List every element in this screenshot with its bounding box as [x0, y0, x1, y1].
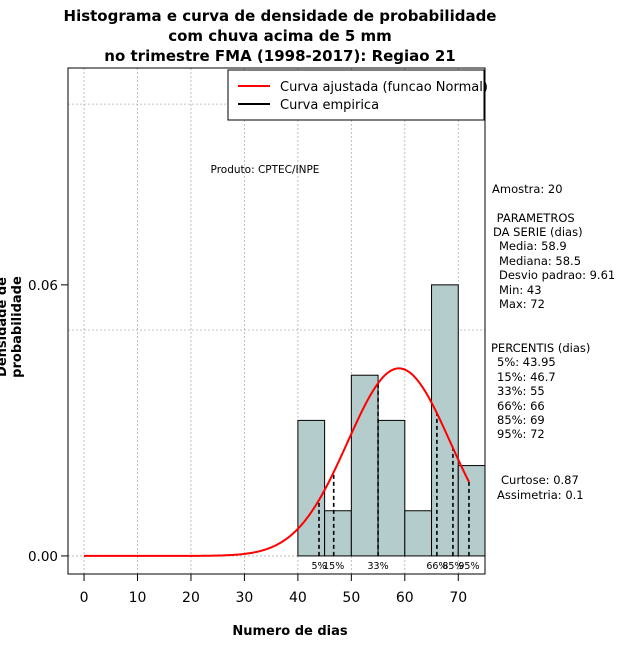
stat-p85: 85%: 69 [497, 413, 545, 427]
chart-title-line-1: Histograma e curva de densidade de proba… [63, 7, 497, 25]
percentile-label-1: 15% [323, 561, 344, 572]
legend-box: Curva ajustada (funcao Normal) Curva emp… [227, 69, 488, 121]
y-axis: 0.00 0.06 [28, 278, 69, 565]
normal-fit-curve [84, 367, 470, 557]
histogram-bar-6 [457, 465, 486, 557]
stat-amostra: Amostra: 20 [492, 182, 563, 196]
histogram-bars [297, 284, 486, 557]
x-axis-label: Numero de dias [232, 624, 348, 639]
percentile-label-3: 66% [426, 561, 447, 572]
stat-media: Media: 58.9 [499, 239, 567, 253]
stat-p33: 33%: 55 [497, 384, 545, 398]
x-tick-label-7: 70 [449, 590, 467, 606]
grid-lines [68, 68, 485, 574]
x-tick-label-0: 0 [80, 590, 89, 606]
stat-parametros-sub: DA SERIE (dias) [493, 225, 583, 239]
stat-p5: 5%: 43.95 [497, 355, 556, 369]
percentile-label-2: 33% [368, 561, 389, 572]
stat-p66: 66%: 66 [497, 399, 545, 413]
histogram-bar-0 [297, 419, 326, 557]
x-tick-label-4: 40 [289, 590, 307, 606]
x-tick-label-3: 30 [236, 590, 254, 606]
percentile-lines [318, 383, 470, 556]
stat-max: Max: 72 [499, 297, 545, 311]
stat-curtose: Curtose: 0.87 [501, 473, 579, 487]
product-annotation: Produto: CPTEC/INPE [211, 164, 320, 176]
stat-parametros-title: PARAMETROS [493, 211, 575, 225]
stat-percentis-title: PERCENTIS (dias) [491, 341, 591, 355]
stat-mediana: Mediana: 58.5 [499, 254, 582, 268]
histogram-bar-5 [431, 284, 459, 557]
y-tick-label-1: 0.06 [28, 278, 58, 294]
stat-assimetria: Assimetria: 0.1 [497, 488, 584, 502]
legend-label-fit: Curva ajustada (funcao Normal) [280, 80, 488, 95]
stat-min: Min: 43 [499, 283, 542, 297]
x-axis: 0 10 20 30 40 50 60 70 [80, 573, 467, 606]
percentile-label-5: 95% [458, 561, 479, 572]
y-tick-label-0: 0.00 [28, 549, 58, 565]
percentile-label-0: 5% [311, 561, 326, 572]
percentile-label-4: 85% [442, 561, 463, 572]
histogram-bar-2 [350, 374, 379, 557]
y-axis-label: Densidade de probabilidade [0, 276, 25, 378]
x-tick-label-1: 10 [129, 590, 147, 606]
stat-p95: 95%: 72 [497, 427, 545, 441]
x-tick-label-6: 60 [396, 590, 414, 606]
x-tick-label-2: 20 [182, 590, 200, 606]
x-tick-label-5: 50 [342, 590, 360, 606]
legend-label-empirical: Curva empirica [280, 98, 379, 113]
stat-p15: 15%: 46.7 [497, 370, 556, 384]
histogram-bar-3 [377, 419, 406, 557]
histogram-bar-1 [324, 510, 352, 557]
plot-frame [67, 67, 486, 575]
chart-title-line-2: com chuva acima de 5 mm [168, 27, 392, 45]
histogram-bar-4 [404, 510, 433, 557]
chart-title-line-3: no trimestre FMA (1998-2017): Regiao 21 [104, 47, 456, 65]
percentile-labels: 5%15% 33% 66%85%95% [311, 561, 479, 572]
stat-desvio: Desvio padrao: 9.61 [499, 268, 616, 282]
